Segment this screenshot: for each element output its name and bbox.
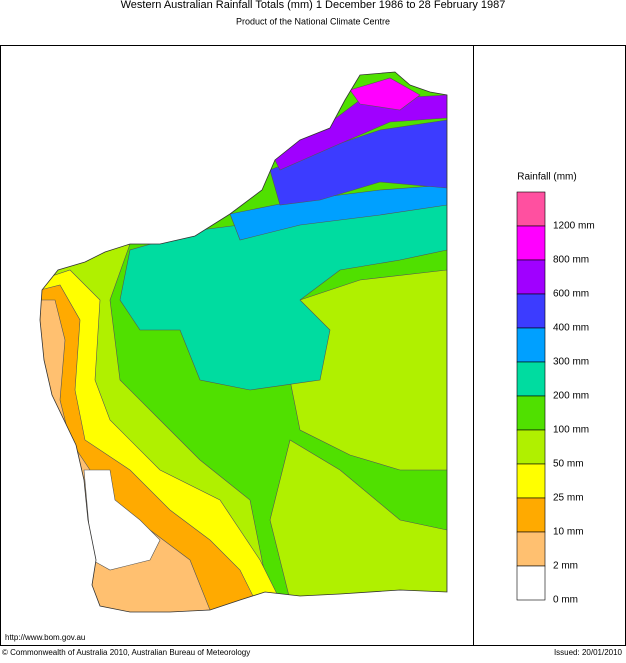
rainfall-map [40,72,447,612]
legend-label: 300 mm [553,357,589,368]
legend-label: 25 mm [553,493,584,504]
title: Western Australian Rainfall Totals (mm) … [121,0,506,11]
url: http://www.bom.gov.au [5,633,85,642]
legend-label: 50 mm [553,459,584,470]
legend-label: 600 mm [553,289,589,300]
legend-label: 100 mm [553,425,589,436]
subtitle: Product of the National Climate Centre [236,16,390,26]
legend-label: 200 mm [553,391,589,402]
legend-swatch [516,293,546,329]
legend-swatch [516,565,546,601]
legend-label: 800 mm [553,255,589,266]
legend-swatch [516,191,546,227]
legend-label: 10 mm [553,527,584,538]
legend-swatch [516,531,546,567]
legend-swatch [516,225,546,261]
legend-swatch [516,429,546,465]
coastline [39,71,448,613]
legend-swatch [516,259,546,295]
legend-label: 2 mm [553,561,578,572]
legend-swatch [516,361,546,397]
copyright: © Commonwealth of Australia 2010, Austra… [2,648,250,657]
legend-swatch [516,497,546,533]
legend-label: 1200 mm [553,221,595,232]
legend-label: 400 mm [553,323,589,334]
legend: 1200 mm 800 mm 600 mm 400 mm 300 mm 200 mm 100… [516,191,595,606]
legend-swatch [516,395,546,431]
legend-swatch [516,327,546,363]
legend-swatch [516,463,546,499]
issued: Issued: 20/01/2010 [554,648,623,657]
legend-label: 0 mm [553,595,578,606]
legend-title: Rainfall (mm) [517,172,576,183]
